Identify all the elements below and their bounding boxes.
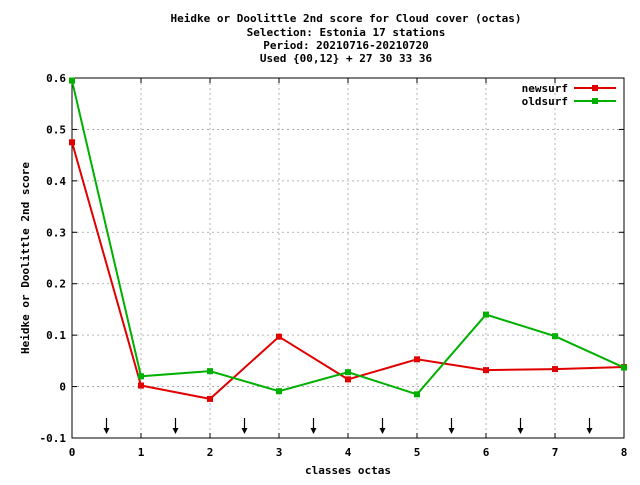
- arrow-marker-head: [172, 428, 179, 434]
- legend-marker-oldsurf: [592, 98, 598, 104]
- chart-title: Heidke or Doolittle 2nd score for Cloud …: [171, 12, 522, 65]
- title-line-1: Heidke or Doolittle 2nd score for Cloud …: [171, 12, 522, 25]
- series: [69, 77, 627, 402]
- y-tick-label: 0.4: [46, 175, 66, 188]
- data-point-newsurf: [414, 356, 420, 363]
- data-point-oldsurf: [69, 77, 75, 84]
- y-tick-label: 0.5: [46, 123, 66, 136]
- y-tick-label: 0: [59, 381, 66, 394]
- title-line-4: Used {00,12} + 27 30 33 36: [260, 52, 433, 65]
- arrow-marker-head: [310, 428, 317, 434]
- legend-marker-newsurf: [592, 85, 598, 91]
- y-tick-label: 0.3: [46, 226, 66, 239]
- tick-labels: 0 1 2 3 4 5 6 7 8-0.100.10.20.30.40.50.6: [40, 72, 628, 459]
- x-tick-label: 4: [345, 446, 352, 459]
- data-point-newsurf: [483, 367, 489, 374]
- grid: [72, 78, 624, 438]
- arrow-marker-head: [379, 428, 386, 434]
- y-tick-label: 0.6: [46, 72, 66, 85]
- y-tick-label: 0.1: [46, 329, 66, 342]
- y-tick-label: 0.2: [46, 278, 66, 291]
- data-point-oldsurf: [138, 373, 144, 380]
- arrow-marker-head: [586, 428, 593, 434]
- data-point-newsurf: [276, 333, 282, 340]
- data-point-oldsurf: [276, 388, 282, 395]
- x-tick-label: 5: [414, 446, 421, 459]
- y-tick-label: -0.1: [40, 432, 67, 445]
- arrow-marker-head: [517, 428, 524, 434]
- arrow-marker-head: [448, 428, 455, 434]
- data-point-oldsurf: [483, 311, 489, 318]
- x-tick-label: 3: [276, 446, 283, 459]
- x-tick-label: 2: [207, 446, 214, 459]
- data-point-newsurf: [345, 376, 351, 383]
- data-point-oldsurf: [621, 364, 627, 371]
- x-tick-label: 0: [69, 446, 76, 459]
- data-point-newsurf: [552, 366, 558, 373]
- legend-label-oldsurf: oldsurf: [522, 95, 568, 108]
- y-axis-title: Heidke or Doolittle 2nd score: [19, 162, 32, 354]
- arrow-marker-head: [103, 428, 110, 434]
- series-line-oldsurf: [71, 80, 625, 396]
- data-point-oldsurf: [414, 391, 420, 398]
- arrow-marker-head: [241, 428, 248, 434]
- data-point-oldsurf: [207, 368, 213, 375]
- legend-label-newsurf: newsurf: [522, 82, 568, 95]
- title-line-3: Period: 20210716-20210720: [263, 39, 429, 52]
- data-point-newsurf: [207, 395, 213, 402]
- x-axis-title: classes octas: [305, 464, 391, 477]
- data-point-oldsurf: [345, 369, 351, 376]
- title-line-2: Selection: Estonia 17 stations: [247, 26, 446, 39]
- data-point-newsurf: [138, 382, 144, 389]
- data-point-oldsurf: [552, 333, 558, 340]
- x-tick-label: 8: [621, 446, 628, 459]
- data-point-newsurf: [69, 139, 75, 146]
- x-tick-label: 6: [483, 446, 490, 459]
- x-tick-label: 7: [552, 446, 559, 459]
- x-tick-label: 1: [138, 446, 145, 459]
- arrow-markers: [103, 418, 593, 434]
